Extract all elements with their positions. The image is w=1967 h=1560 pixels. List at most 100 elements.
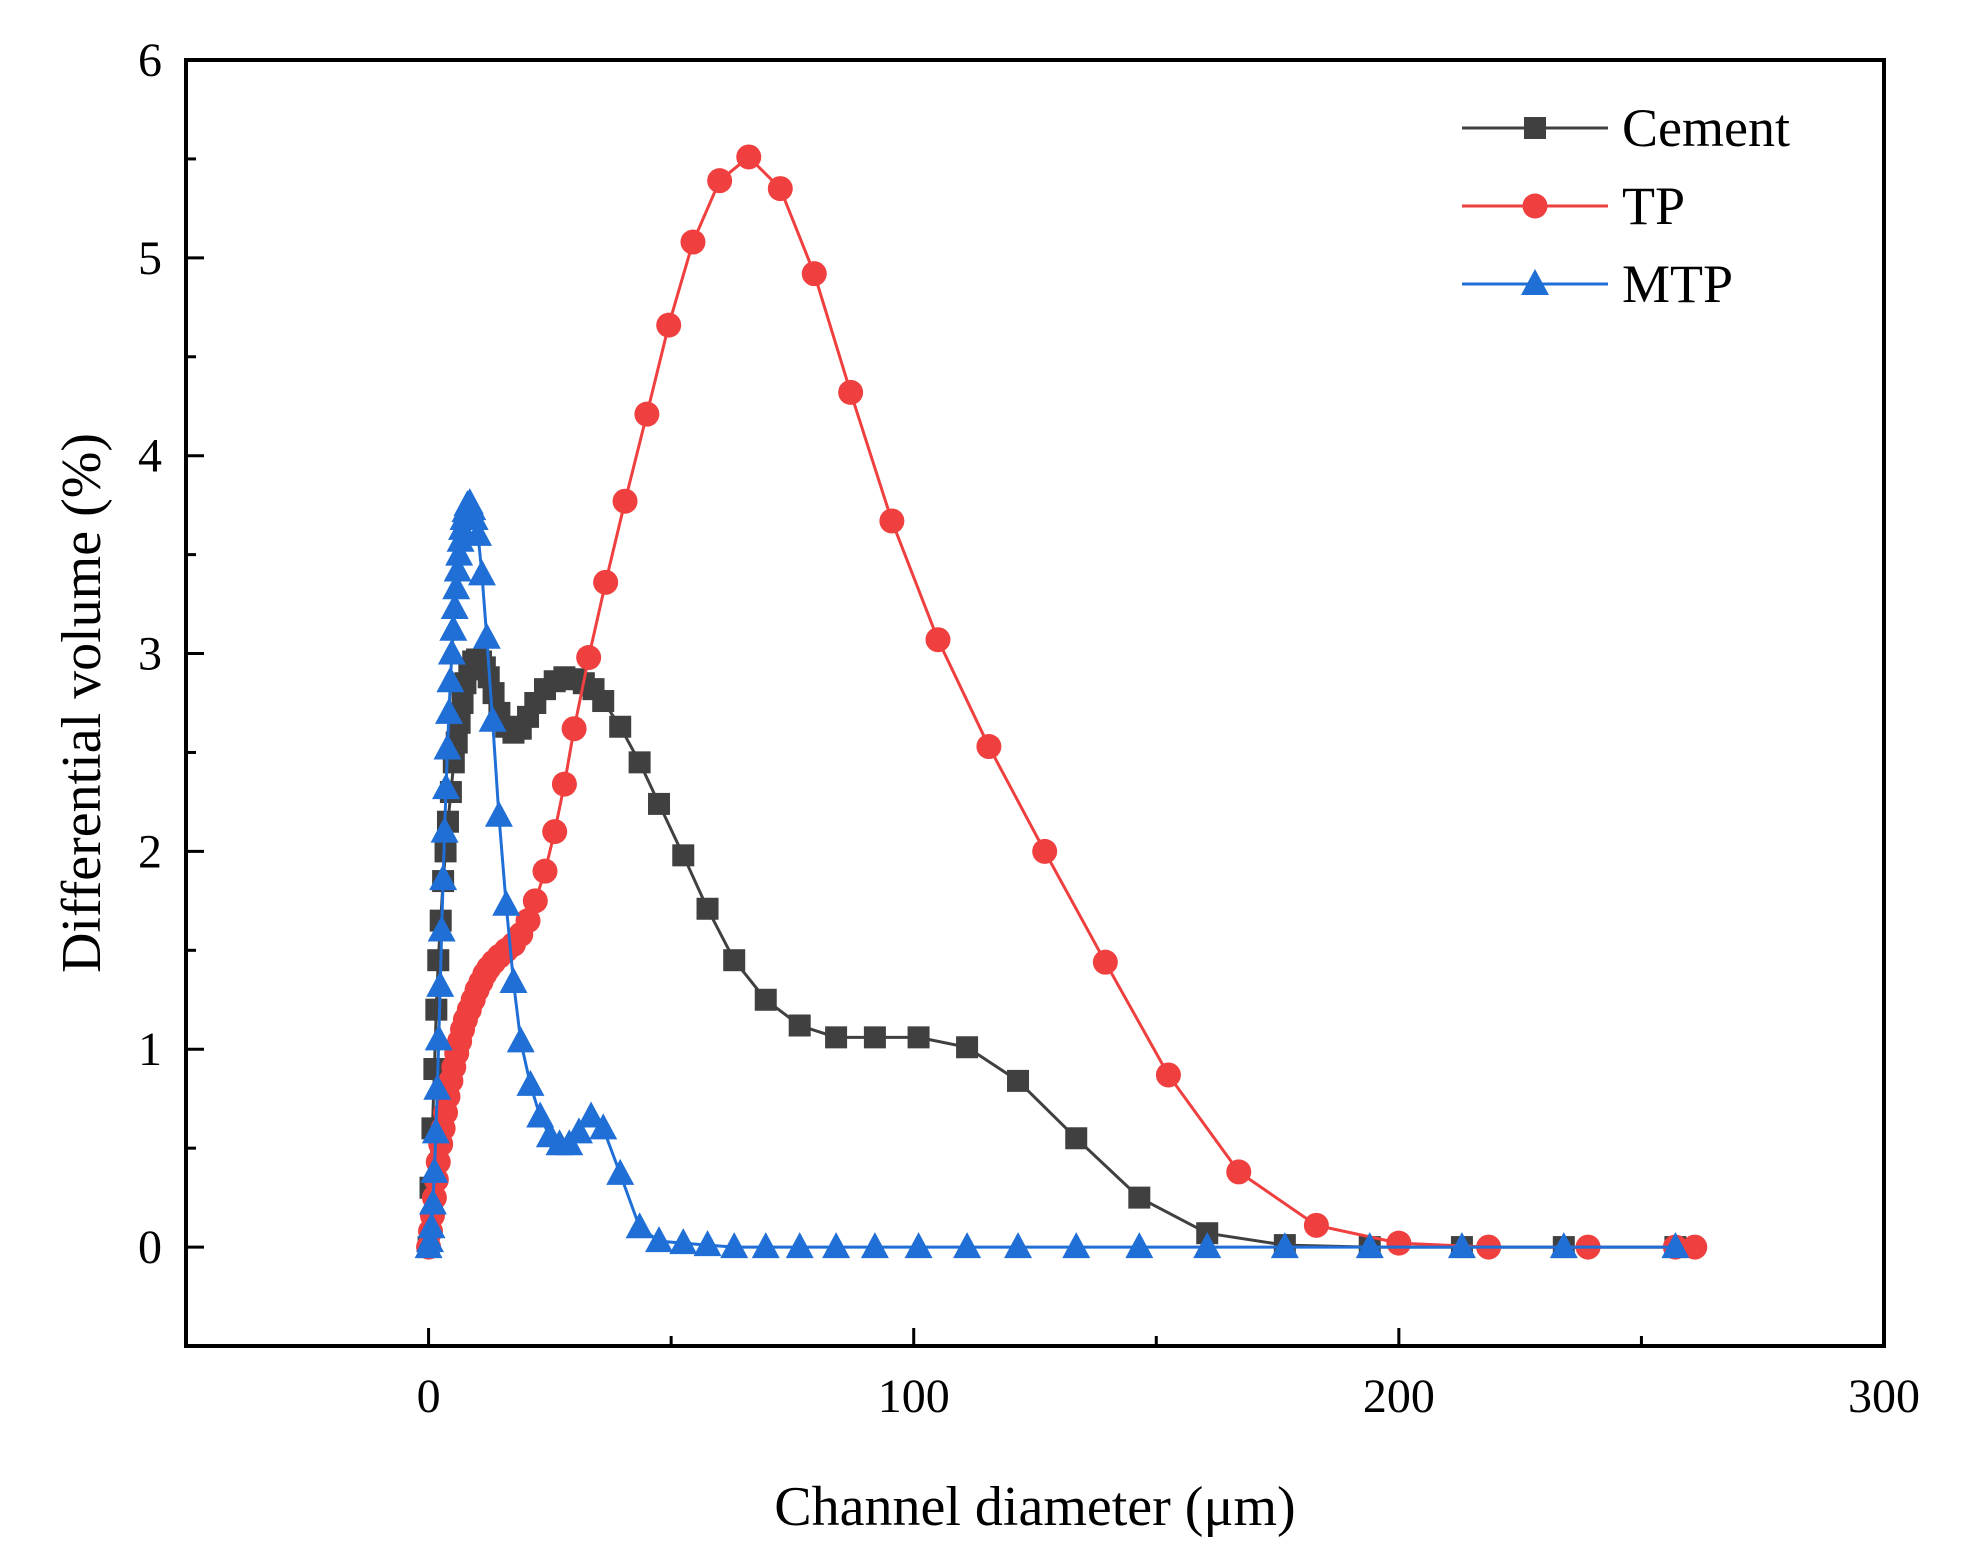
data-point-mtp — [1004, 1232, 1033, 1259]
data-point-tp — [551, 771, 577, 797]
plot-frame — [184, 58, 1886, 1348]
data-point-mtp — [440, 593, 469, 620]
data-point-mtp — [433, 733, 462, 760]
data-point-cement — [609, 715, 632, 738]
data-point-tp — [561, 716, 587, 742]
y-tick-label: 0 — [138, 1221, 162, 1274]
data-point-mtp — [460, 504, 489, 531]
data-point-mtp — [443, 555, 472, 582]
data-point-cement — [723, 949, 746, 972]
data-point-mtp — [1062, 1232, 1091, 1259]
data-point-tp — [634, 401, 660, 427]
data-point-mtp — [860, 1232, 889, 1259]
data-point-mtp — [693, 1230, 722, 1257]
data-point-mtp — [429, 864, 458, 891]
data-point-mtp — [436, 666, 465, 693]
data-point-mtp — [423, 1073, 452, 1100]
data-point-mtp — [420, 1156, 449, 1183]
data-point-mtp — [625, 1212, 654, 1239]
data-point-cement — [754, 988, 777, 1011]
x-axis-title: Channel diameter (μm) — [774, 1476, 1295, 1538]
data-point-mtp — [421, 1117, 450, 1144]
data-point-mtp — [953, 1232, 982, 1259]
data-point-mtp — [1549, 1232, 1578, 1259]
data-point-mtp — [478, 705, 507, 732]
y-tick-label: 5 — [138, 232, 162, 285]
y-tick-label: 2 — [138, 825, 162, 878]
data-point-mtp — [1447, 1232, 1476, 1259]
data-point-tp — [1303, 1212, 1329, 1238]
data-point-cement — [1065, 1127, 1088, 1150]
data-point-tp — [736, 144, 762, 170]
data-point-mtp — [506, 1026, 535, 1053]
data-point-tp — [1386, 1230, 1412, 1256]
y-axis-ticks: 0 1 2 3 4 5 6 — [138, 34, 204, 1274]
data-point-mtp — [822, 1232, 851, 1259]
series-line-mtp — [427, 500, 1676, 1249]
data-point-mtp — [492, 889, 521, 916]
legend-marker-mtp — [1521, 269, 1549, 295]
legend-label-cement: Cement — [1622, 98, 1790, 158]
data-point-tp — [532, 858, 558, 884]
data-point-tp — [801, 261, 827, 287]
data-point-cement — [648, 792, 671, 815]
y-tick-label: 4 — [138, 430, 162, 483]
legend-item-tp: TP — [1462, 176, 1685, 236]
legend-label-tp: TP — [1622, 176, 1685, 236]
data-point-mtp — [464, 519, 493, 546]
legend: Cement TP MTP — [1462, 98, 1790, 314]
data-point-mtp — [445, 539, 474, 566]
data-point-tp — [707, 168, 733, 194]
data-point-mtp — [785, 1232, 814, 1259]
data-point-cement — [628, 751, 651, 774]
data-point-cement — [907, 1026, 930, 1049]
y-tick-label: 1 — [138, 1023, 162, 1076]
data-point-mtp — [1193, 1232, 1222, 1259]
data-point-tp — [1032, 838, 1058, 864]
data-point-mtp — [472, 622, 501, 649]
x-tick-label: 300 — [1848, 1370, 1920, 1423]
data-point-cement — [451, 692, 474, 714]
data-point-mtp — [720, 1232, 749, 1259]
data-point-tp — [680, 229, 706, 255]
data-point-mtp — [432, 773, 461, 800]
data-point-mtp — [426, 970, 455, 997]
data-point-tp — [576, 644, 602, 670]
data-point-tp — [976, 734, 1002, 760]
series-cement — [417, 648, 1687, 1259]
x-axis-ticks: 0 100 200 300 — [184, 1328, 1920, 1423]
data-point-mtp — [427, 915, 456, 942]
data-point-mtp — [564, 1117, 593, 1144]
series-mtp — [414, 488, 1690, 1259]
data-point-cement — [863, 1026, 886, 1049]
data-point-tp — [593, 569, 619, 595]
data-point-tp — [515, 908, 541, 934]
data-point-mtp — [526, 1101, 555, 1128]
data-point-tp — [879, 508, 905, 534]
data-point-mtp — [439, 614, 468, 641]
data-point-cement — [427, 949, 450, 972]
data-point-mtp — [424, 1024, 453, 1051]
series-layer — [414, 144, 1708, 1260]
data-point-mtp — [645, 1226, 674, 1253]
legend-label-mtp: MTP — [1622, 254, 1733, 314]
data-point-mtp — [442, 573, 471, 600]
legend-item-cement: Cement — [1462, 98, 1790, 158]
data-point-tp — [542, 819, 568, 845]
data-point-mtp — [417, 1212, 446, 1239]
data-point-tp — [1226, 1159, 1252, 1185]
legend-marker-tp — [1522, 193, 1548, 219]
data-point-mtp — [484, 800, 513, 827]
data-point-cement — [592, 690, 615, 713]
y-tick-label: 3 — [138, 628, 162, 681]
x-tick-label: 0 — [417, 1370, 441, 1423]
data-point-mtp — [751, 1232, 780, 1259]
data-point-tp — [838, 379, 864, 405]
data-point-mtp — [904, 1232, 933, 1259]
data-point-cement — [425, 998, 448, 1021]
data-point-mtp — [577, 1101, 606, 1128]
series-line-tp — [427, 154, 1695, 1249]
data-point-mtp — [430, 816, 459, 843]
data-point-mtp — [1270, 1232, 1299, 1259]
